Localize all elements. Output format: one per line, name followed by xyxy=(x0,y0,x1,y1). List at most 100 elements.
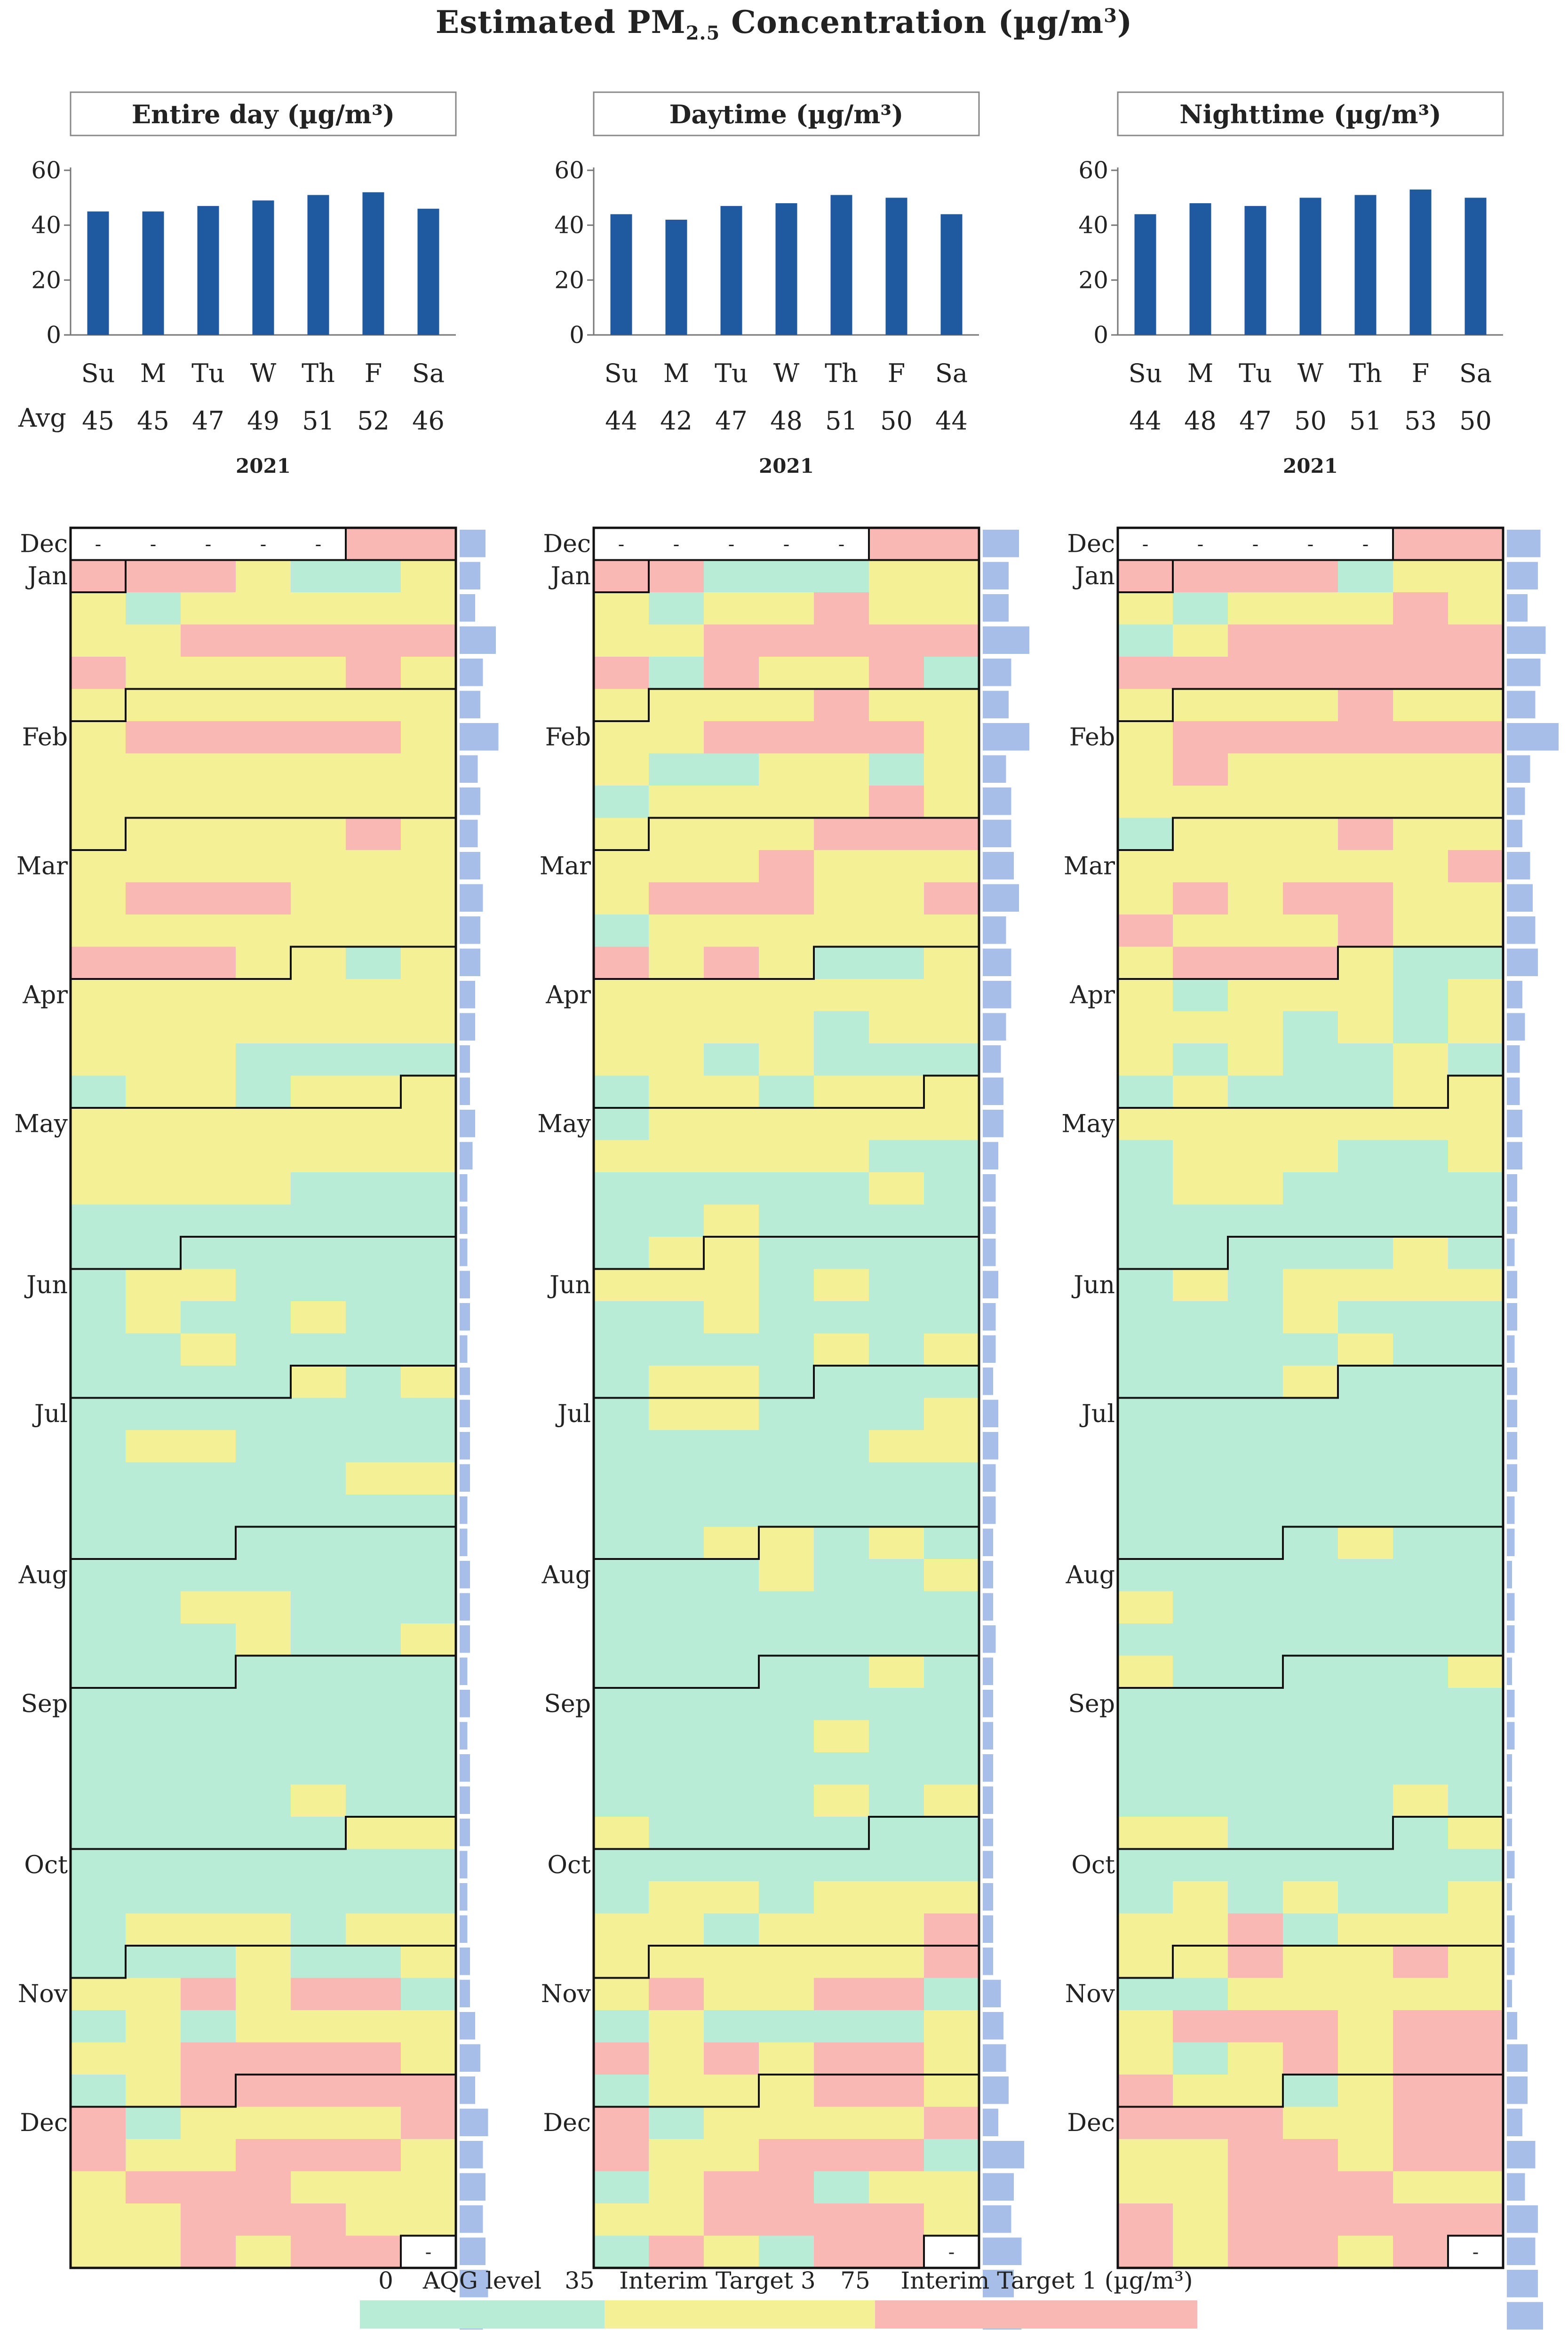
heatmap-cell xyxy=(1228,1655,1283,1688)
weekly-side-bar xyxy=(1507,1271,1517,1298)
heatmap-cell xyxy=(1393,1849,1448,1881)
heatmap-cell xyxy=(291,1720,346,1752)
heatmap-cell xyxy=(869,1849,924,1881)
heatmap-cell xyxy=(869,1881,924,1914)
heatmap-cell xyxy=(704,2107,759,2139)
heatmap-cell xyxy=(1228,1817,1283,1849)
heatmap-cell xyxy=(1173,946,1228,979)
heatmap-cell xyxy=(1118,1849,1173,1881)
heatmap-cell xyxy=(924,1172,979,1205)
heatmap-cell xyxy=(236,850,291,883)
heatmap-cell xyxy=(1118,560,1173,592)
heatmap-cell xyxy=(1283,624,1338,657)
heatmap-cell xyxy=(924,2075,979,2107)
heatmap-cell xyxy=(1118,1237,1173,1269)
heatmap-cell xyxy=(1173,1333,1228,1366)
heatmap-cell xyxy=(401,1559,456,1591)
weekly-side-bar xyxy=(983,1819,993,1846)
heatmap-cell xyxy=(594,1204,649,1237)
heatmap-cell xyxy=(869,657,924,689)
heatmap-cell xyxy=(181,2010,236,2043)
heatmap-cell xyxy=(1338,1881,1393,1914)
heatmap-cell xyxy=(704,1204,759,1237)
heatmap-cell xyxy=(1448,1398,1503,1430)
heatmap-cell xyxy=(236,753,291,786)
heatmap-cell xyxy=(346,2075,401,2107)
heatmap-cell xyxy=(1393,1623,1448,1656)
month-boundary xyxy=(594,1816,979,1850)
heatmap-cell xyxy=(291,1075,346,1108)
average-value: 48 xyxy=(1184,406,1217,436)
weekly-side-bar xyxy=(983,1625,996,1653)
heatmap-cell xyxy=(869,1784,924,1817)
heatmap-cell xyxy=(1393,1430,1448,1463)
heatmap-cell xyxy=(401,1333,456,1366)
heatmap-cell xyxy=(181,850,236,883)
heatmap-cell xyxy=(814,624,869,657)
heatmap-cell xyxy=(814,786,869,818)
heatmap-cell xyxy=(1338,1462,1393,1495)
heatmap-cell xyxy=(1448,1462,1503,1495)
heatmap-cell xyxy=(869,624,924,657)
weekly-side-bar xyxy=(460,2076,475,2104)
weekly-side-bar xyxy=(1507,755,1530,783)
heatmap-cell xyxy=(759,1204,814,1237)
missing-day-marker: - xyxy=(260,533,267,555)
heatmap-cell xyxy=(814,1591,869,1623)
weekly-side-bar xyxy=(983,948,1011,976)
heatmap-cell xyxy=(71,1011,126,1043)
heatmap-cell xyxy=(401,2075,456,2107)
weekly-side-bar xyxy=(1507,2173,1525,2201)
heatmap-cell xyxy=(1173,1817,1228,1849)
heatmap-cell xyxy=(869,1946,924,1978)
heatmap-cell xyxy=(594,979,649,1011)
heatmap-cell xyxy=(1173,1204,1228,1237)
heatmap-cell xyxy=(924,1559,979,1591)
heatmap-cell xyxy=(1118,2203,1173,2236)
heatmap-cell xyxy=(594,2139,649,2171)
heatmap-cell xyxy=(1173,1237,1228,1269)
heatmap-cell xyxy=(1338,1108,1393,1140)
missing-day-box xyxy=(923,2235,980,2269)
heatmap-cell xyxy=(1393,2235,1448,2268)
heatmap-cell xyxy=(71,979,126,1011)
heatmap-cell xyxy=(869,1398,924,1430)
average-value: 50 xyxy=(880,406,913,436)
heatmap-cell xyxy=(594,1237,649,1269)
missing-day-cell xyxy=(924,2235,979,2268)
weekly-side-bar xyxy=(983,2141,1024,2169)
heatmap-cell xyxy=(704,1527,759,1559)
heatmap-cell xyxy=(759,1301,814,1334)
heatmap-cell xyxy=(1173,2203,1228,2236)
heatmap-cell xyxy=(1118,915,1173,947)
weekday-label: Sa xyxy=(1459,358,1492,388)
heatmap-cell xyxy=(704,1430,759,1463)
heatmap-cell xyxy=(1118,1333,1173,1366)
missing-day-cell xyxy=(126,528,181,560)
heatmap-cell xyxy=(869,979,924,1011)
heatmap-cell xyxy=(346,1269,401,1301)
heatmap-cell xyxy=(126,1495,181,1527)
heatmap-cell xyxy=(1118,1623,1173,1656)
heatmap-cell xyxy=(1228,1333,1283,1366)
heatmap-cell xyxy=(814,753,869,786)
missing-day-marker: - xyxy=(1307,533,1314,555)
heatmap-cell xyxy=(291,1655,346,1688)
heatmap-cell xyxy=(126,2107,181,2139)
heatmap-cell xyxy=(1393,1720,1448,1752)
heatmap-cell xyxy=(1228,1849,1283,1881)
weekly-side-bar xyxy=(460,723,499,751)
heatmap-cell xyxy=(1228,689,1283,721)
heatmap-cell xyxy=(181,721,236,754)
heatmap-cell xyxy=(924,1623,979,1656)
heatmap-cell xyxy=(1173,1043,1228,1076)
month-label-dec: Dec xyxy=(20,2109,68,2137)
heatmap-cell xyxy=(126,753,181,786)
heatmap-cell xyxy=(126,818,181,850)
heatmap-cell xyxy=(126,915,181,947)
heatmap-cell xyxy=(1338,1430,1393,1463)
heatmap-cell xyxy=(1173,2042,1228,2075)
heatmap-cell xyxy=(401,1720,456,1752)
heatmap-cell xyxy=(71,915,126,947)
heatmap-cell xyxy=(759,560,814,592)
